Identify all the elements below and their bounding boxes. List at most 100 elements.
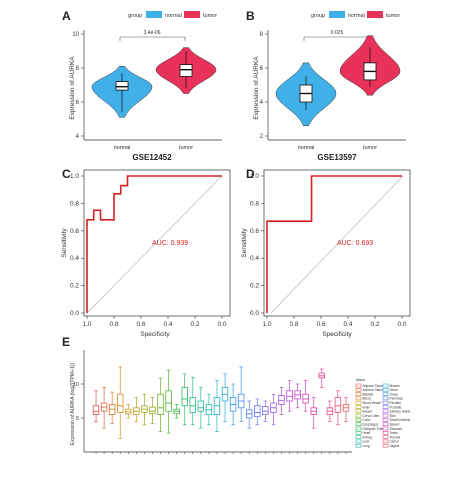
legend-swatch: [355, 400, 362, 405]
legend-label: Testis: [390, 431, 399, 435]
legend-label: Heart: [363, 431, 371, 435]
violins-a: [91, 47, 217, 118]
x-tick-label: 0.0: [217, 321, 226, 328]
x-axis-label-d: Specificity: [322, 331, 352, 338]
legend-label: Salivary Gland: [390, 410, 411, 414]
legend-label: Adrenal Gland: [363, 388, 384, 392]
legend-swatch: [382, 418, 389, 422]
legend-title-b: group: [311, 13, 325, 19]
y-tick-label: 0.6: [250, 228, 259, 235]
legend-label: Muscle: [390, 384, 400, 388]
y-axis-label-d: Sensitivity: [241, 228, 248, 258]
legend-label: Spleen: [390, 423, 400, 427]
y-tick-label: 0.0: [250, 310, 259, 317]
diagonal-reference-d: [270, 175, 404, 314]
y-tick-label: 0.4: [70, 255, 79, 262]
legend-swatch: [382, 387, 389, 392]
x-axis-label-c: Specificity: [140, 331, 170, 338]
legend-label: Fallopian Tube: [363, 427, 384, 431]
panel-d: 1.0 0.8 0.6 0.4 0.2 0.0 0.0 0.2 0.4 0.6 0.8 1.0 AUC…: [241, 169, 411, 338]
legend-swatch: [355, 430, 362, 435]
y-ticks-b: 2 4 6 8: [260, 32, 268, 140]
y-tick-label: 6: [76, 100, 80, 106]
x-tick-marks-e: [95, 452, 347, 454]
chart-title-b: GSE13597: [317, 153, 357, 162]
legend-label: Breast: [363, 410, 372, 414]
legend-swatch: [382, 413, 389, 418]
auc-label-c: AUC: 0.939: [152, 240, 188, 247]
roc-curve-c: [86, 175, 222, 313]
y-tick-label: 8: [260, 32, 264, 38]
legend-label: Liver: [363, 440, 371, 444]
panel-label-d: D: [246, 167, 255, 181]
legend-swatch: [355, 439, 362, 444]
legend-swatch: [382, 383, 389, 388]
box: [334, 397, 342, 413]
legend-title-e: tissue: [356, 378, 365, 382]
axis-ticks-c: 1.0 0.8 0.6 0.4 0.2 0.0 0.0 0.2 0.4 0.6 0.8 1.0: [70, 173, 227, 328]
legend-label: Uterus: [390, 440, 400, 444]
legend-label: Cervix Uteri: [363, 414, 380, 418]
x-tick-normal-b: normal: [298, 145, 315, 151]
x-tick-label: 0.2: [190, 321, 199, 328]
legend-swatch: [355, 383, 362, 388]
legend-swatch: [382, 409, 389, 414]
legend-label: Lung: [363, 444, 370, 448]
legend-label: Brain: [363, 405, 371, 409]
legend-label: Skin: [390, 414, 396, 418]
legend-label: Thyroid: [390, 435, 401, 439]
y-tick-label: 0.0: [70, 310, 79, 317]
box: [115, 81, 129, 91]
boxplots-e: [92, 366, 350, 439]
axis-ticks-d: 1.0 0.8 0.6 0.4 0.2 0.0 0.0 0.2 0.4 0.6 0.8 1.0: [250, 173, 407, 328]
y-tick-label: 0.2: [250, 283, 259, 290]
legend-label-tumor-a: tumor: [203, 13, 217, 19]
legend-label: Kidney: [363, 435, 373, 439]
legend-label: Stomach: [390, 427, 403, 431]
x-tick-label: 0.8: [289, 321, 298, 328]
legend-label: Pituitary: [390, 401, 402, 405]
y-tick-label: 4: [260, 100, 264, 106]
legend-swatch-normal-b: [329, 11, 345, 18]
legend-label: Adipose Tissue: [363, 384, 385, 388]
plot-frame-d: [263, 169, 411, 317]
x-tick-label: 0.8: [109, 321, 118, 328]
box: [262, 406, 269, 416]
legend-label: Nerve: [390, 388, 399, 392]
y-tick-label: 2: [260, 134, 264, 140]
y-tick-label: 4: [76, 134, 80, 140]
box: [181, 386, 188, 407]
legend-label: Blood: [363, 397, 371, 401]
violins-b: [275, 35, 401, 127]
x-tick-label: 0.4: [343, 321, 352, 328]
x-tick-label: 0.2: [370, 321, 379, 328]
box: [197, 400, 205, 412]
y-ticks-a: 4 6 8 10: [72, 32, 84, 140]
y-tick-label: 1.0: [250, 173, 259, 180]
panel-label-e: E: [62, 335, 70, 349]
y-tick-label: 5: [76, 416, 79, 422]
pvalue-bracket-a: [119, 36, 186, 41]
legend-swatch: [355, 409, 362, 414]
box: [254, 405, 261, 418]
chart-title-a: GSE12452: [132, 153, 172, 162]
y-tick-label: 1.0: [70, 173, 79, 180]
box: [179, 64, 193, 77]
legend-swatch: [355, 387, 362, 392]
y-tick-label: 0.4: [250, 255, 259, 262]
box: [92, 405, 100, 416]
legend-swatch: [382, 430, 389, 435]
y-axis-label-e: Expression of AURKA (log2(TPM+1)): [70, 363, 76, 445]
panel-a: group normal tumor 4 6 8 10 Expression of A…: [69, 11, 222, 162]
legend-swatch: [382, 422, 389, 427]
panel-label-b: B: [246, 9, 255, 23]
legend-swatch: [355, 392, 362, 396]
x-tick-tumor-b: tumor: [363, 145, 377, 151]
legend-title-a: group: [128, 13, 142, 19]
pvalue-label-b: 0.025: [331, 30, 344, 36]
y-axis-label-a: Expression of AURKA: [69, 56, 76, 120]
legend-label: Ovary: [390, 392, 399, 396]
legend-swatch: [382, 396, 389, 401]
